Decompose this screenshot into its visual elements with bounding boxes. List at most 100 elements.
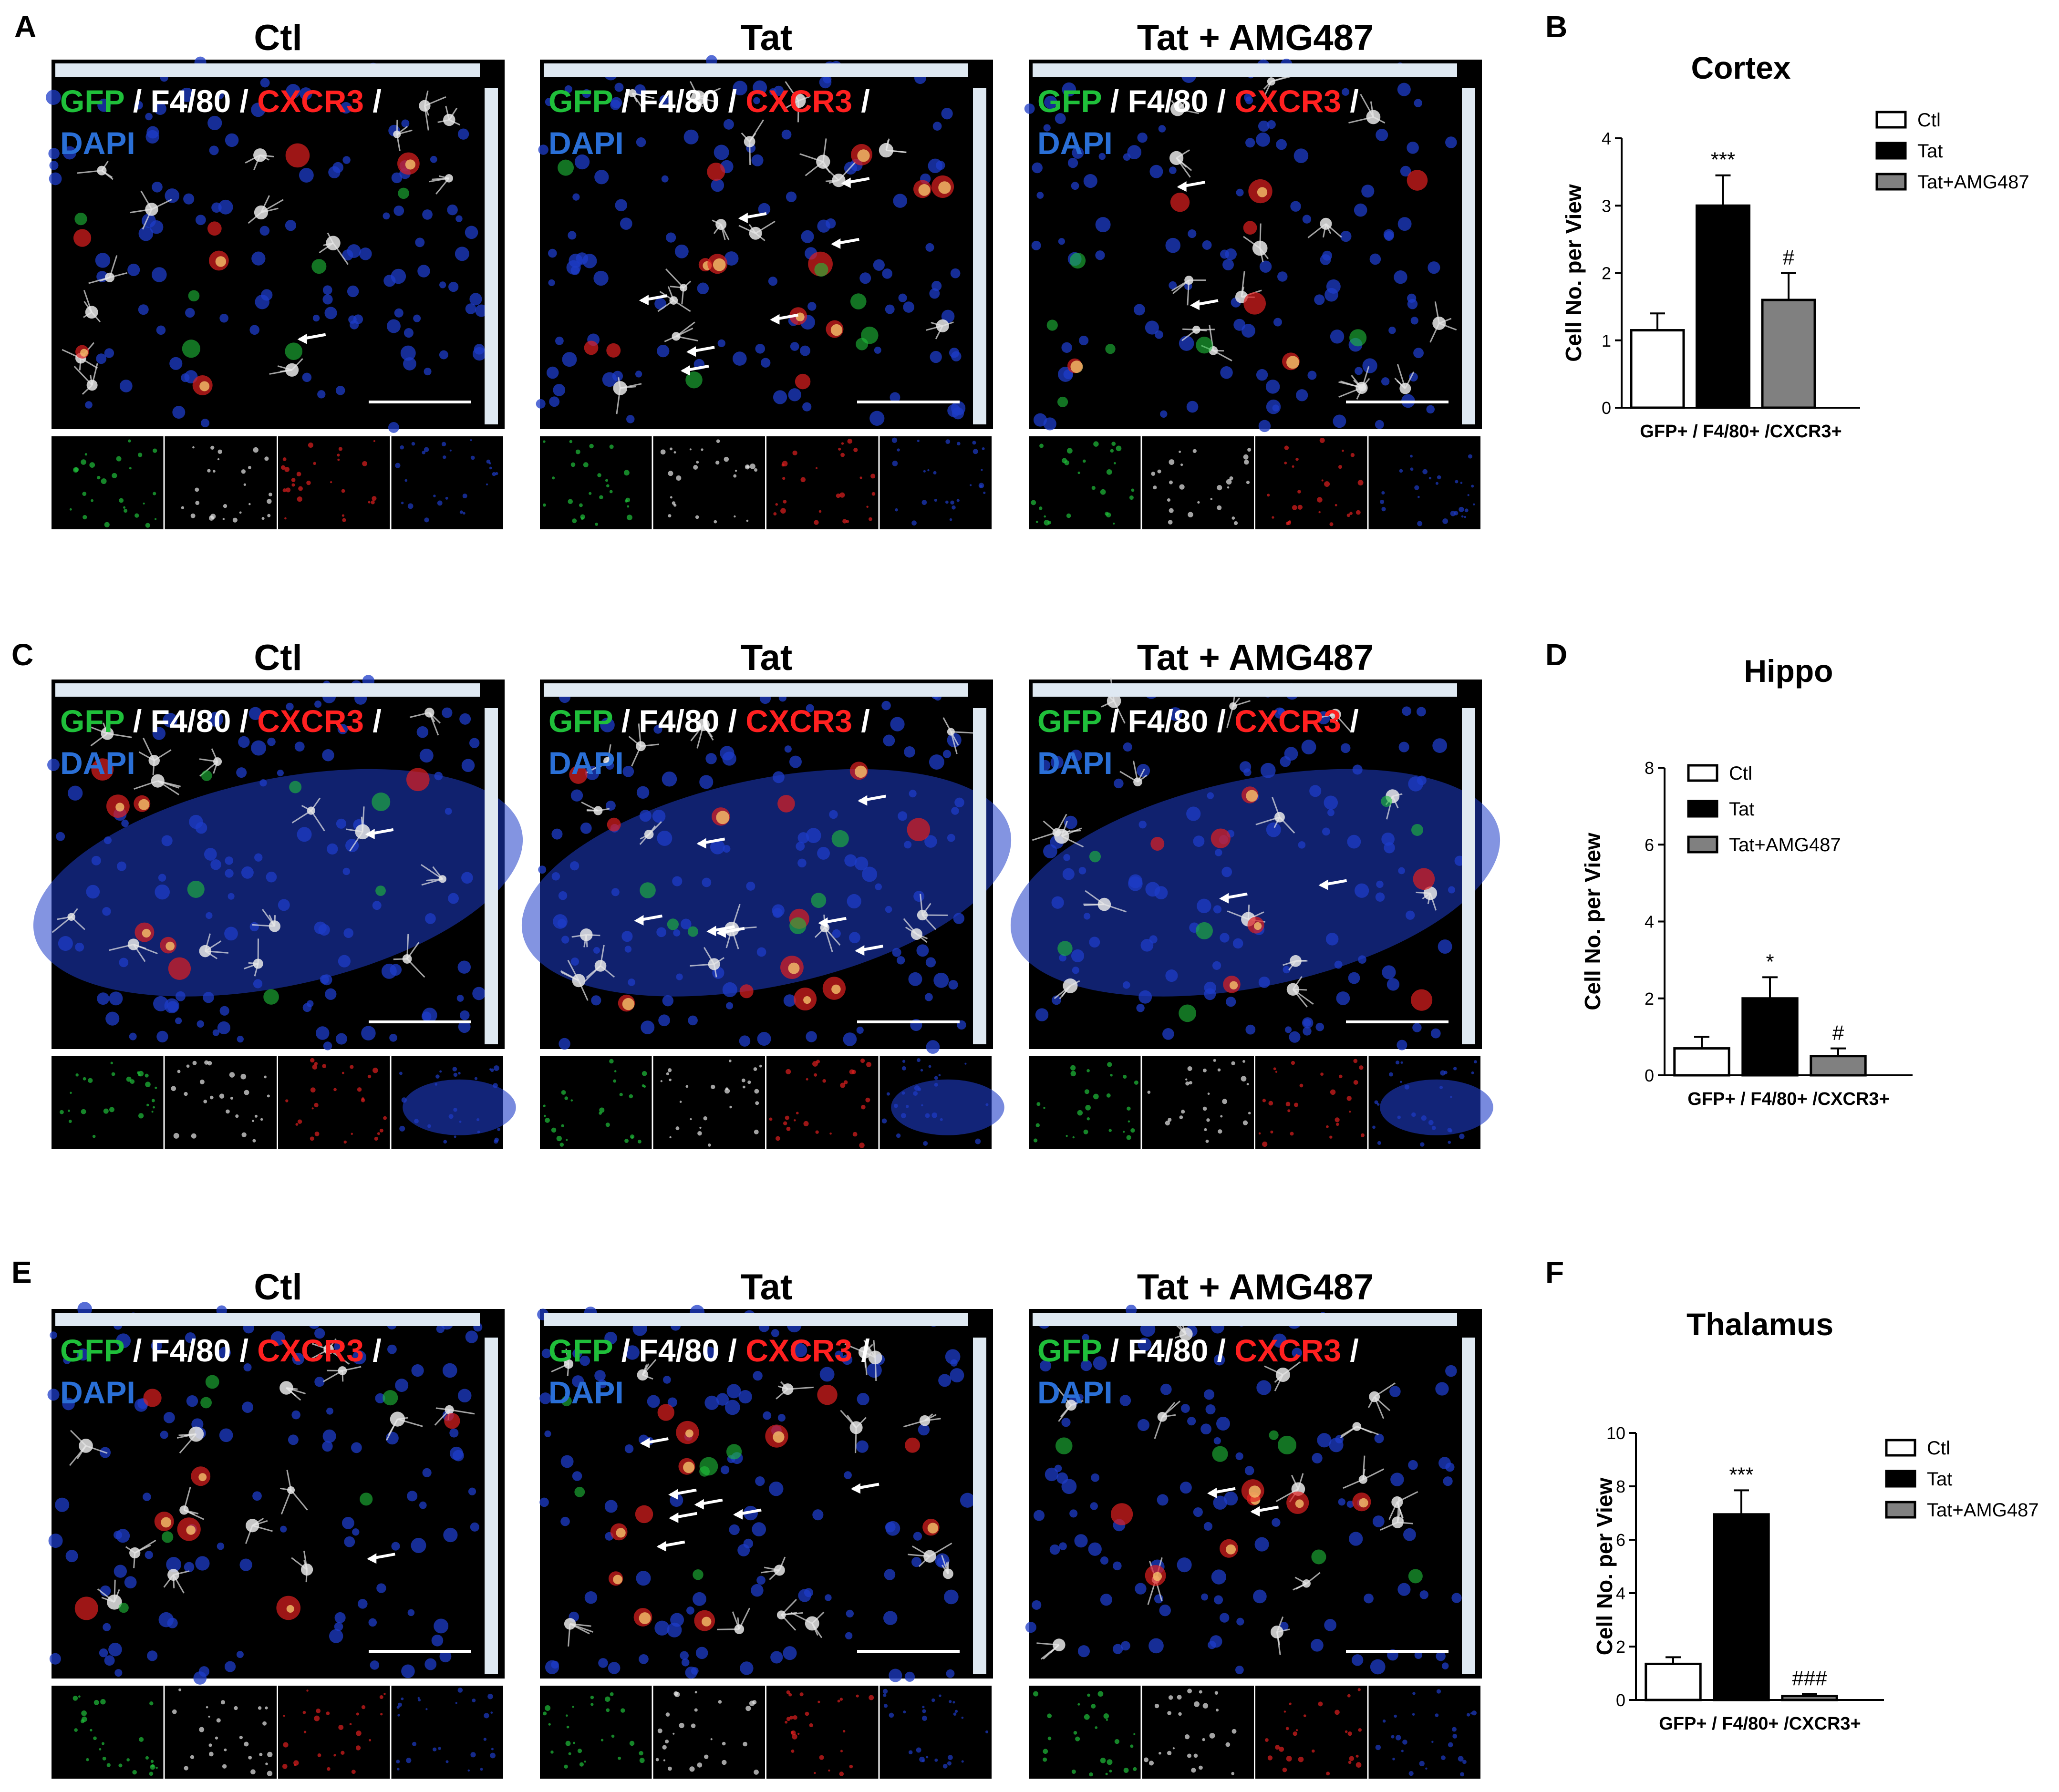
- thumbnail-signal: [908, 1750, 913, 1754]
- thumbnail-signal: [670, 496, 673, 499]
- condition-title: Ctl: [254, 18, 302, 58]
- f480-process: [1036, 1642, 1059, 1646]
- thumbnail-signal: [229, 1072, 235, 1078]
- stain-label-part: CXCR3: [1234, 83, 1341, 119]
- dapi-nucleus: [551, 828, 563, 840]
- dapi-nucleus: [688, 1015, 698, 1026]
- dapi-nucleus: [585, 766, 600, 780]
- thumbnail-signal: [355, 1745, 361, 1751]
- thumbnail-signal: [1217, 485, 1222, 491]
- stain-label-dapi: DAPI: [1037, 1375, 1113, 1410]
- legend-entry: Ctl: [1729, 763, 1752, 784]
- thumbnail-signal: [1420, 1142, 1425, 1147]
- dapi-nucleus: [251, 103, 266, 117]
- f480-process: [1360, 93, 1374, 118]
- thumbnail-signal: [1270, 1130, 1273, 1133]
- thumbnail-signal: [443, 1140, 447, 1144]
- thumbnail-signal: [341, 489, 345, 493]
- gfp-cell: [861, 326, 879, 344]
- thumbnail-signal: [110, 1061, 113, 1064]
- merged-cell: [773, 1431, 785, 1443]
- dapi-nucleus: [579, 1355, 590, 1366]
- f480-process: [184, 1509, 195, 1515]
- dapi-nucleus: [546, 366, 559, 379]
- thumbnail-signal: [241, 1132, 247, 1137]
- thumbnail-signal: [1202, 1703, 1209, 1709]
- f480-process: [568, 1624, 571, 1647]
- f480-process: [620, 383, 642, 389]
- dapi-nucleus: [292, 1352, 304, 1365]
- thumbnail-signal: [1346, 513, 1350, 517]
- f480-process: [581, 801, 599, 812]
- dapi-nucleus: [1059, 954, 1066, 962]
- dapi-nucleus: [324, 307, 337, 319]
- f480-process: [1070, 980, 1080, 987]
- thumbnail-signal: [203, 1100, 207, 1103]
- cxcr3-cell: [1410, 989, 1433, 1011]
- dapi-nucleus: [459, 713, 471, 725]
- merged-cell: [1286, 356, 1299, 369]
- orthogonal-strip-top: [55, 63, 480, 77]
- scale-bar: [857, 401, 960, 403]
- f480-process: [140, 190, 153, 210]
- f480-process: [245, 154, 260, 164]
- f480-process: [252, 924, 275, 927]
- dapi-nucleus: [1245, 1024, 1256, 1035]
- dapi-nucleus: [459, 1010, 470, 1020]
- f480-process: [648, 821, 662, 835]
- thumbnail-signal: [629, 1094, 633, 1099]
- dapi-nucleus: [624, 1444, 634, 1453]
- f480-process: [103, 722, 108, 734]
- dapi-nucleus: [1334, 960, 1343, 969]
- f480-process: [1101, 700, 1115, 708]
- dapi-nucleus: [338, 955, 351, 968]
- dapi-nucleus: [189, 814, 203, 829]
- thumbnail-signal: [626, 515, 632, 521]
- f480-process: [1162, 1414, 1176, 1418]
- dapi-nucleus: [636, 786, 650, 799]
- gfp-cell: [1411, 824, 1423, 836]
- f480-process: [421, 864, 443, 880]
- thumbnail-signal: [1077, 471, 1080, 474]
- thumbnail-signal: [668, 514, 672, 518]
- dapi-nucleus: [941, 108, 953, 120]
- thumbnail-signal: [566, 1714, 568, 1717]
- thumbnail-signal: [260, 1118, 263, 1121]
- thumbnail-signal: [860, 1058, 865, 1063]
- f480-process: [874, 1357, 877, 1381]
- thumbnail-signal: [1339, 1074, 1343, 1079]
- dapi-nucleus: [777, 1414, 786, 1422]
- thumbnail-signal: [792, 1734, 797, 1740]
- thumbnail-signal: [1179, 484, 1185, 490]
- dapi-nucleus: [218, 199, 233, 215]
- f480-process: [101, 170, 114, 180]
- dapi-nucleus: [236, 1651, 244, 1658]
- thumbnail-signal: [1243, 454, 1249, 460]
- dapi-nucleus: [574, 154, 590, 170]
- f480-process: [863, 1339, 876, 1358]
- f480-process: [107, 732, 132, 738]
- stain-label-part: GFP: [60, 703, 124, 739]
- thumbnail-signal: [1292, 465, 1294, 468]
- thumbnail-signal: [342, 518, 346, 522]
- dapi-nucleus: [439, 281, 446, 288]
- thumbnail-signal: [404, 479, 408, 482]
- thumbnail-signal: [374, 1136, 378, 1141]
- channel-thumbnail-cxcr3: [1255, 436, 1367, 529]
- thumbnail-signal: [1285, 1102, 1291, 1107]
- gfp-cell: [831, 830, 849, 848]
- dapi-nucleus: [334, 1612, 346, 1623]
- legend-entry: Ctl: [1917, 110, 1941, 131]
- f480-process: [1187, 280, 1190, 306]
- f480-process: [681, 288, 684, 305]
- dapi-nucleus: [1051, 896, 1064, 909]
- thumbnail-signal: [1077, 1110, 1083, 1116]
- thumbnail-signal: [729, 1105, 732, 1109]
- dapi-nucleus: [1113, 1561, 1122, 1571]
- dapi-nucleus: [842, 1354, 853, 1365]
- dapi-nucleus: [322, 285, 332, 295]
- f480-process: [1248, 911, 1264, 920]
- dapi-nucleus: [898, 811, 908, 821]
- thumbnail-signal: [1458, 1756, 1464, 1762]
